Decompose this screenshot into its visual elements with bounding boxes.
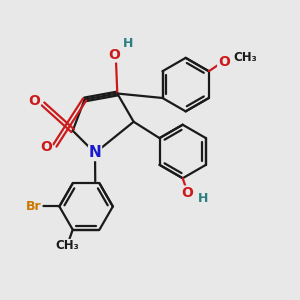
Text: Br: Br [26,200,42,213]
Text: CH₃: CH₃ [55,239,79,253]
Text: O: O [108,48,120,62]
Text: O: O [218,55,230,69]
Text: O: O [40,140,52,154]
Text: H: H [198,192,209,205]
Text: O: O [28,94,40,108]
Text: O: O [181,186,193,200]
Text: CH₃: CH₃ [233,51,257,64]
Text: H: H [122,37,133,50]
Text: N: N [88,146,101,160]
